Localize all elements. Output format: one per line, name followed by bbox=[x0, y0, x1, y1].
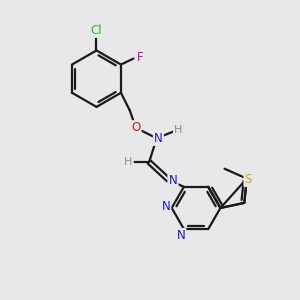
Text: N: N bbox=[154, 132, 163, 145]
Text: H: H bbox=[174, 125, 182, 135]
Text: N: N bbox=[161, 200, 170, 213]
Text: N: N bbox=[169, 174, 177, 187]
Text: Cl: Cl bbox=[91, 24, 102, 37]
Text: H: H bbox=[124, 157, 133, 167]
Text: N: N bbox=[176, 229, 185, 242]
Text: O: O bbox=[131, 122, 140, 134]
Text: F: F bbox=[137, 51, 143, 64]
Text: S: S bbox=[244, 173, 252, 186]
